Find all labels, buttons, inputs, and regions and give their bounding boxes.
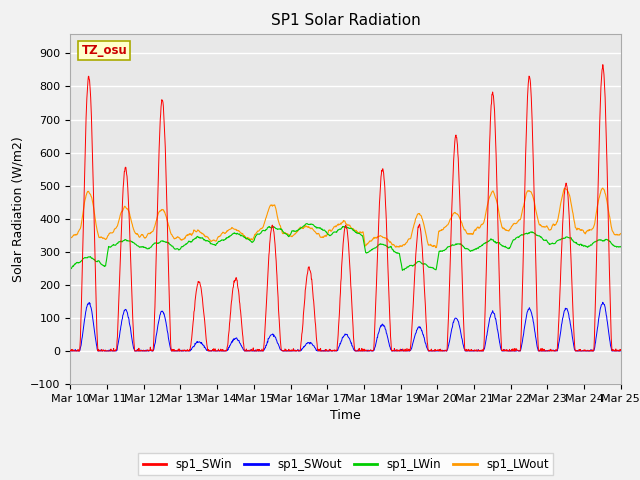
Text: TZ_osu: TZ_osu: [81, 44, 127, 57]
Legend: sp1_SWin, sp1_SWout, sp1_LWin, sp1_LWout: sp1_SWin, sp1_SWout, sp1_LWin, sp1_LWout: [138, 453, 554, 475]
X-axis label: Time: Time: [330, 409, 361, 422]
Title: SP1 Solar Radiation: SP1 Solar Radiation: [271, 13, 420, 28]
Y-axis label: Solar Radiation (W/m2): Solar Radiation (W/m2): [12, 136, 25, 282]
